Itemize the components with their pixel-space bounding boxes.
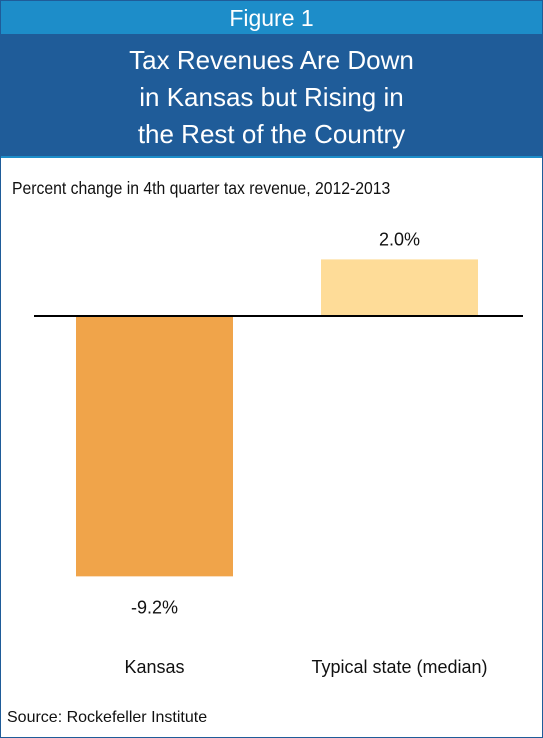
bar-typical-state	[321, 259, 478, 316]
data-label-typical-state: 2.0%	[379, 229, 420, 249]
source-note: Source: Rockefeller Institute	[7, 709, 208, 726]
chart-subtitle: Percent change in 4th quarter tax revenu…	[12, 178, 391, 198]
figure-label: Figure 1	[1, 1, 542, 34]
data-label-kansas: -9.2%	[131, 597, 178, 617]
chart-title: Tax Revenues Are Down in Kansas but Risi…	[1, 34, 542, 158]
bars-group	[76, 259, 478, 577]
category-label-kansas: Kansas	[124, 657, 184, 677]
category-label-typical-state: Typical state (median)	[311, 657, 487, 677]
labels-group: -9.2% Kansas 2.0% Typical state (median)	[124, 229, 487, 677]
bar-kansas	[76, 316, 233, 577]
